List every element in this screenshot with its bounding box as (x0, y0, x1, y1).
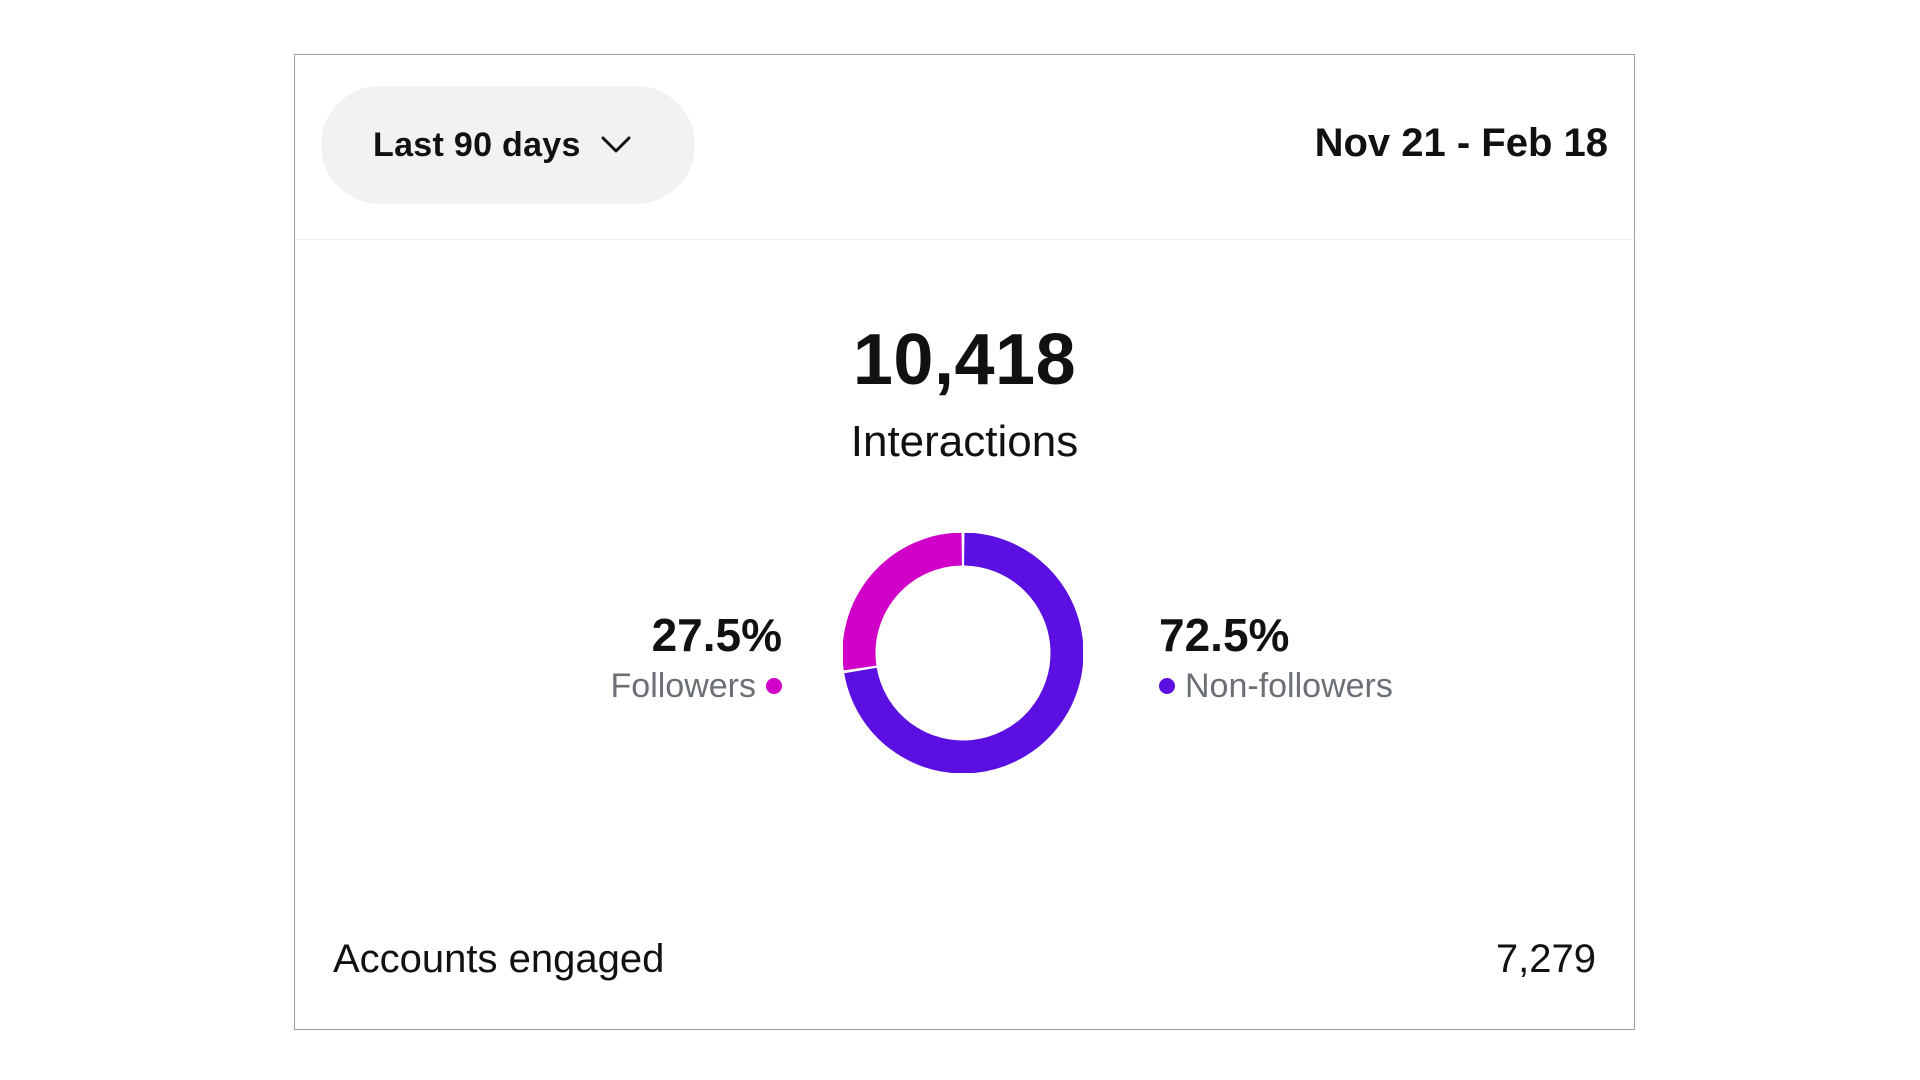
followers-percent: 27.5% (651, 609, 782, 661)
followers-legend: 27.5% Followers (611, 607, 782, 709)
followers-label: Followers (610, 667, 756, 705)
donut-slice-non-followers (844, 533, 1083, 773)
insights-card: Last 90 days Nov 21 - Feb 18 10,418 Inte… (294, 54, 1635, 1030)
non-followers-dot (1159, 678, 1175, 694)
interactions-label: Interactions (850, 417, 1079, 466)
accounts-engaged-value: 7,279 (1495, 937, 1596, 981)
date-range-dropdown[interactable]: Last 90 days (321, 86, 695, 204)
card-header: Last 90 days Nov 21 - Feb 18 (295, 55, 1634, 240)
non-followers-legend: 72.5% Non-followers (1159, 607, 1393, 709)
accounts-engaged-row: Accounts engaged 7,279 (333, 937, 1596, 982)
followers-dot (766, 678, 782, 694)
donut-slice-followers (843, 533, 963, 671)
interactions-total: 10,418 (852, 320, 1077, 400)
accounts-engaged-label: Accounts engaged (333, 937, 665, 981)
chevron-down-icon (599, 128, 633, 162)
interactions-donut-chart (843, 533, 1083, 773)
non-followers-percent: 72.5% (1159, 609, 1290, 661)
non-followers-label: Non-followers (1185, 667, 1393, 705)
date-range-dropdown-label: Last 90 days (373, 125, 581, 164)
date-range-text: Nov 21 - Feb 18 (1314, 121, 1608, 165)
